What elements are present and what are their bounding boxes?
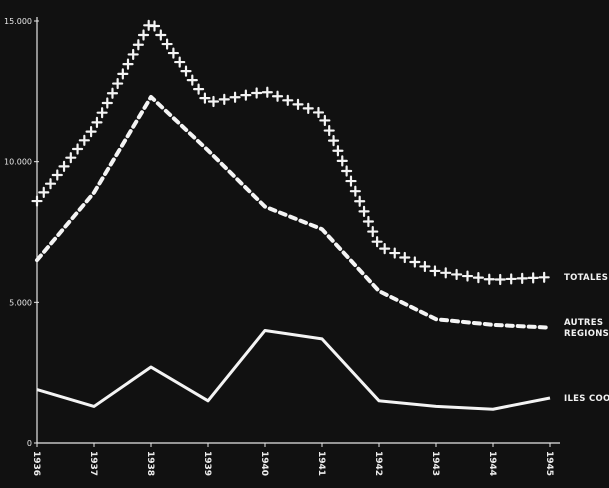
cross-marker bbox=[251, 87, 263, 99]
cross-marker bbox=[371, 236, 383, 248]
series-label: ILES COOK bbox=[564, 394, 609, 404]
cross-marker bbox=[429, 265, 441, 277]
cross-marker bbox=[494, 273, 506, 286]
cross-marker bbox=[71, 143, 84, 155]
cross-marker bbox=[31, 195, 43, 207]
cross-marker bbox=[516, 272, 528, 284]
series-totales bbox=[31, 19, 550, 286]
x-tick-label: 1936 bbox=[31, 451, 41, 476]
cross-marker bbox=[106, 87, 119, 99]
cross-marker bbox=[174, 56, 186, 68]
cross-marker bbox=[312, 106, 325, 119]
cross-marker bbox=[117, 68, 129, 80]
cross-marker bbox=[409, 256, 421, 268]
cross-marker bbox=[96, 107, 108, 119]
cross-marker bbox=[349, 185, 361, 197]
cross-marker bbox=[461, 270, 474, 282]
cross-marker bbox=[354, 195, 366, 207]
cross-marker bbox=[137, 29, 150, 41]
cross-marker bbox=[358, 205, 370, 217]
cross-marker bbox=[505, 273, 517, 285]
cross-marker bbox=[419, 260, 431, 273]
cross-marker bbox=[38, 186, 50, 198]
cross-marker bbox=[240, 89, 252, 101]
cross-marker bbox=[292, 98, 304, 110]
y-tick-label: 10.000 bbox=[4, 158, 32, 167]
cross-marker bbox=[332, 145, 344, 157]
cross-marker bbox=[180, 65, 192, 77]
cross-marker bbox=[327, 135, 340, 147]
x-tick-label: 1940 bbox=[259, 451, 269, 476]
cross-marker bbox=[199, 92, 211, 104]
cross-marker bbox=[538, 271, 550, 283]
cross-marker bbox=[229, 91, 241, 103]
cross-marker bbox=[389, 247, 401, 259]
cross-marker bbox=[483, 273, 495, 285]
cross-marker bbox=[161, 38, 173, 50]
cross-marker bbox=[336, 155, 348, 167]
cross-marker bbox=[345, 175, 357, 187]
y-axis-ticks: 0 5.000 10.000 15.000 bbox=[4, 17, 39, 448]
x-tick-label: 1943 bbox=[430, 451, 440, 476]
cross-marker bbox=[218, 93, 230, 105]
y-tick-label: 15.000 bbox=[4, 17, 32, 26]
axes bbox=[36, 17, 560, 444]
series-autres-regions bbox=[35, 94, 552, 330]
cross-marker bbox=[112, 77, 124, 90]
cross-marker bbox=[132, 39, 144, 51]
cross-marker bbox=[167, 47, 180, 59]
cross-marker bbox=[319, 114, 331, 127]
cross-marker bbox=[91, 116, 103, 128]
x-tick-label: 1937 bbox=[88, 451, 98, 476]
x-tick-label: 1939 bbox=[202, 451, 212, 476]
series-line bbox=[35, 94, 552, 330]
series-iles-cook bbox=[36, 328, 551, 411]
cross-marker bbox=[271, 90, 284, 102]
cross-marker bbox=[207, 95, 220, 108]
cross-marker bbox=[127, 48, 139, 61]
cross-marker bbox=[451, 268, 463, 281]
x-axis-ticks: 1936 1937 1938 1939 1940 1941 1942 1943 1944 1945 bbox=[31, 443, 554, 476]
cross-marker bbox=[101, 97, 113, 109]
y-tick-label: 0 bbox=[27, 439, 32, 448]
cross-marker bbox=[78, 134, 90, 146]
cross-marker bbox=[122, 58, 134, 70]
series-line bbox=[36, 328, 551, 411]
cross-marker bbox=[261, 86, 273, 98]
cross-marker bbox=[472, 272, 484, 284]
x-tick-label: 1945 bbox=[544, 451, 554, 476]
cross-marker bbox=[367, 225, 379, 238]
x-tick-label: 1938 bbox=[145, 451, 155, 476]
cross-marker bbox=[379, 242, 391, 255]
cross-marker bbox=[58, 160, 70, 172]
cross-marker bbox=[341, 165, 353, 177]
cross-marker bbox=[155, 29, 167, 41]
series-group bbox=[31, 19, 552, 411]
series-label: TOTALES bbox=[564, 273, 608, 283]
cross-marker bbox=[65, 152, 77, 164]
y-tick-label: 5.000 bbox=[9, 298, 32, 307]
cross-marker bbox=[282, 94, 294, 106]
cross-marker bbox=[362, 215, 374, 228]
cross-marker bbox=[186, 74, 198, 86]
cross-marker bbox=[193, 83, 205, 95]
cross-marker bbox=[302, 102, 314, 115]
cross-marker bbox=[85, 126, 97, 138]
cross-marker bbox=[51, 169, 63, 181]
series-label: AUTRES bbox=[564, 318, 603, 328]
cross-marker bbox=[148, 20, 161, 32]
x-tick-label: 1941 bbox=[316, 451, 326, 476]
series-label: REGIONS bbox=[564, 329, 609, 339]
cross-marker bbox=[399, 251, 411, 264]
cross-marker bbox=[527, 272, 539, 284]
x-tick-label: 1944 bbox=[487, 451, 497, 476]
cross-marker bbox=[440, 267, 452, 279]
cross-marker bbox=[323, 124, 335, 137]
x-tick-label: 1942 bbox=[373, 451, 383, 476]
cross-marker bbox=[44, 178, 57, 190]
